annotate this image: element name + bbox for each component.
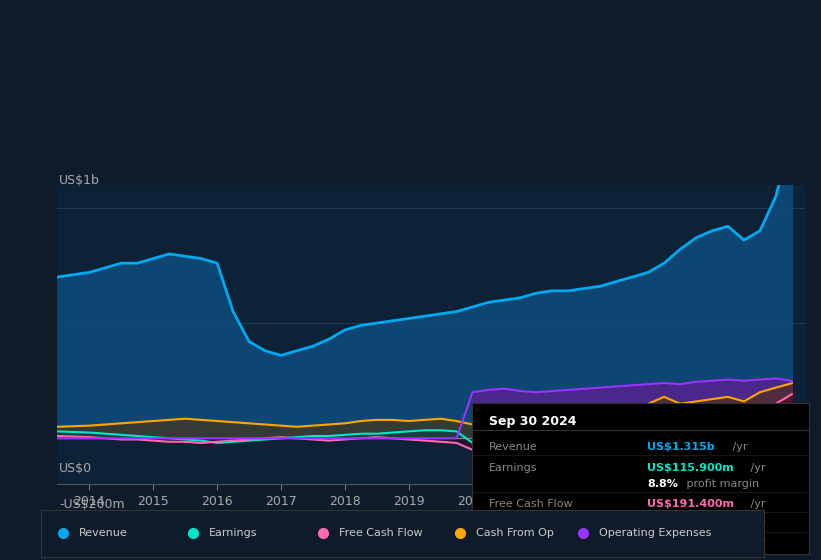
Text: -US$200m: -US$200m (59, 498, 125, 511)
Text: US$1b: US$1b (59, 174, 100, 186)
Text: /yr: /yr (747, 519, 766, 529)
Text: Operating Expenses: Operating Expenses (599, 529, 711, 538)
Text: Cash From Op: Cash From Op (489, 519, 566, 529)
Text: Earnings: Earnings (209, 529, 257, 538)
Text: /yr: /yr (729, 442, 747, 451)
Text: US$1.315b: US$1.315b (647, 442, 715, 451)
Text: US$115.900m: US$115.900m (647, 463, 734, 473)
Text: Cash From Op: Cash From Op (476, 529, 554, 538)
Text: Free Cash Flow: Free Cash Flow (489, 499, 572, 509)
Text: /yr: /yr (747, 499, 766, 509)
Text: profit margin: profit margin (683, 479, 759, 489)
Text: Earnings: Earnings (489, 463, 538, 473)
Text: Free Cash Flow: Free Cash Flow (339, 529, 422, 538)
Text: US$249.200m: US$249.200m (647, 537, 734, 547)
Text: US$0: US$0 (59, 461, 92, 474)
Text: US$191.400m: US$191.400m (647, 499, 734, 509)
Text: 8.8%: 8.8% (647, 479, 678, 489)
Text: Sep 30 2024: Sep 30 2024 (489, 416, 576, 428)
Text: /yr: /yr (747, 463, 766, 473)
Text: Revenue: Revenue (489, 442, 538, 451)
Text: Operating Expenses: Operating Expenses (489, 537, 601, 547)
Text: /yr: /yr (747, 537, 766, 547)
Text: Revenue: Revenue (79, 529, 127, 538)
Text: US$238.800m: US$238.800m (647, 519, 734, 529)
